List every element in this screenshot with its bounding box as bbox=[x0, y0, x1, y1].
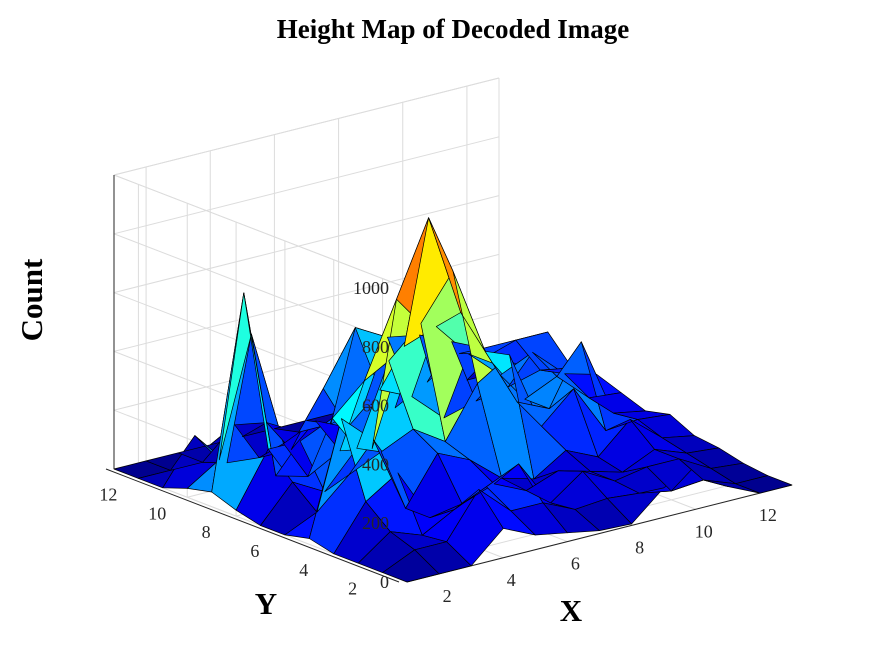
x-tick-label: 6 bbox=[571, 554, 580, 574]
y-tick-label: 12 bbox=[99, 484, 117, 504]
z-tick-label: 1000 bbox=[353, 278, 389, 298]
wall-edge bbox=[113, 77, 500, 176]
z-tick-label: 800 bbox=[362, 337, 389, 357]
y-tick-label: 4 bbox=[299, 560, 308, 580]
z-tick-label: 600 bbox=[362, 396, 389, 416]
z-tick-label: 400 bbox=[362, 454, 389, 474]
grid-line-z bbox=[113, 233, 408, 348]
x-tick-label: 2 bbox=[443, 586, 452, 606]
z-tick-label: 200 bbox=[362, 513, 389, 533]
grid-line-z bbox=[113, 195, 500, 294]
surface-plot bbox=[113, 217, 793, 583]
grid-line-z bbox=[113, 136, 500, 235]
y-tick-label: 10 bbox=[148, 503, 166, 523]
tick-labels: 0 200 400 600 800 1000 2 4 6 8 10 12 2 4 6 8 10 12 bbox=[99, 278, 777, 606]
y-axis-label: Y bbox=[255, 586, 277, 621]
x-tick-label: 12 bbox=[759, 505, 777, 525]
y-tick-label: 6 bbox=[250, 541, 259, 561]
z-axis-label: Count bbox=[14, 258, 49, 341]
z-tick-label: 0 bbox=[380, 572, 389, 592]
surface-face bbox=[735, 475, 793, 494]
y-axis-line bbox=[105, 468, 400, 583]
y-tick-label: 8 bbox=[202, 522, 211, 542]
x-axis-label: X bbox=[560, 593, 583, 628]
x-tick-label: 10 bbox=[695, 521, 713, 541]
x-tick-label: 8 bbox=[635, 537, 644, 557]
x-tick-label: 4 bbox=[507, 570, 516, 590]
chart-title: Height Map of Decoded Image bbox=[277, 14, 629, 44]
y-tick-label: 2 bbox=[348, 579, 357, 599]
wall-edge bbox=[113, 174, 408, 289]
